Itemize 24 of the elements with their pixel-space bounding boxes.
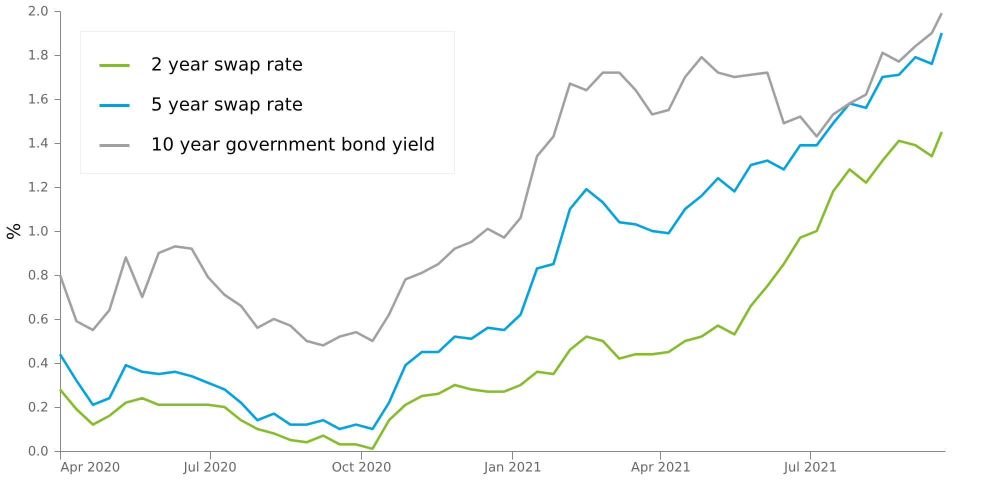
y-tick-label: 1.6 xyxy=(28,92,48,108)
y-tick-label: 0.4 xyxy=(28,356,48,372)
y-tick-label: 0.2 xyxy=(28,400,48,416)
x-tick-label: Apr 2021 xyxy=(631,460,691,476)
legend-label: 2 year swap rate xyxy=(151,54,303,76)
legend-label: 10 year government bond yield xyxy=(151,134,436,156)
y-tick-label: 1.4 xyxy=(28,136,48,152)
x-tick-label: Oct 2020 xyxy=(332,460,392,476)
x-tick-label: Jul 2021 xyxy=(783,460,838,476)
x-tick-label: Apr 2020 xyxy=(60,460,120,476)
line-series xyxy=(58,130,943,450)
line-series xyxy=(58,12,943,347)
y-tick-label: 0.0 xyxy=(28,444,48,460)
legend-label: 5 year swap rate xyxy=(151,94,303,116)
x-tick-label: Jul 2020 xyxy=(182,460,237,476)
y-tick-label: 0.8 xyxy=(28,268,48,284)
y-tick-label: 1.2 xyxy=(28,180,48,196)
line-series xyxy=(58,32,943,430)
x-tick-label: Jan 2021 xyxy=(483,460,542,476)
y-tick-label: 0.6 xyxy=(28,312,48,328)
y-axis-title: % xyxy=(4,222,25,240)
y-tick-label: 1.0 xyxy=(28,224,48,240)
y-tick-label: 1.8 xyxy=(28,48,48,64)
y-tick-label: 2.0 xyxy=(28,4,48,20)
